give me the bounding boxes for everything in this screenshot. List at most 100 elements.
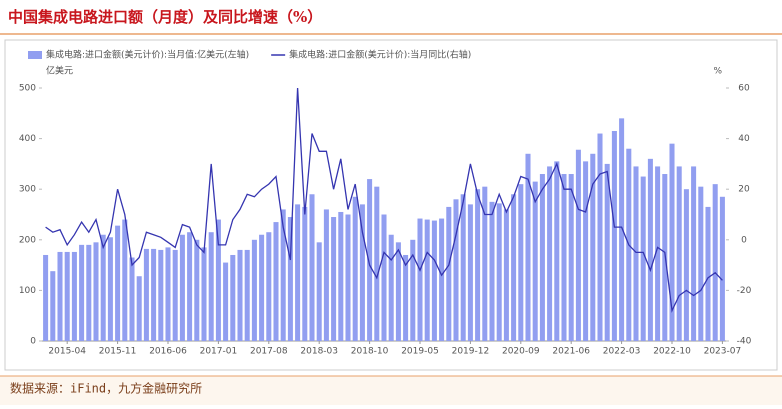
x-tick-label: 2017-08	[250, 347, 288, 357]
footer-band	[0, 376, 782, 405]
bar	[568, 174, 574, 341]
y2-tick-label: 20	[738, 185, 750, 195]
bar	[179, 234, 185, 341]
bar	[403, 254, 409, 341]
legend-label: 集成电路:进口金额(美元计价):当月值:亿美元(左轴)	[46, 49, 249, 61]
bar	[475, 189, 481, 341]
bar	[280, 209, 286, 341]
x-tick-label: 2015-11	[99, 347, 137, 357]
bar	[561, 174, 567, 341]
bar	[532, 181, 538, 341]
bar	[446, 206, 452, 341]
bar	[194, 239, 200, 341]
y2-tick-label: -20	[737, 286, 752, 296]
bar	[345, 214, 351, 341]
x-tick-label: 2019-05	[401, 347, 439, 357]
bar	[525, 153, 531, 341]
y-tick-label: 400	[19, 134, 36, 144]
bar	[100, 234, 106, 341]
bar	[86, 244, 92, 341]
y-tick-label: 0	[30, 337, 36, 347]
x-tick-label: 2020-09	[502, 347, 540, 357]
bar	[460, 194, 466, 341]
bar	[266, 232, 272, 341]
x-tick-label: 2016-06	[149, 347, 187, 357]
bar	[230, 254, 236, 341]
bar	[590, 153, 596, 341]
x-tick-label: 2022-03	[603, 347, 641, 357]
bar	[410, 239, 416, 341]
bar	[547, 166, 553, 341]
bar	[388, 234, 394, 341]
bar	[374, 186, 380, 341]
bar	[539, 174, 545, 341]
bar	[647, 158, 653, 341]
bar	[223, 262, 229, 341]
bar	[151, 248, 157, 341]
bar	[424, 219, 430, 341]
bar	[705, 206, 711, 341]
bar	[316, 242, 322, 341]
bar	[237, 249, 243, 341]
bar	[417, 218, 423, 341]
legend-swatch	[28, 51, 42, 59]
bar	[554, 161, 560, 341]
x-tick-label: 2018-03	[300, 347, 338, 357]
bar	[395, 242, 401, 341]
bar	[259, 234, 265, 341]
bar	[208, 232, 214, 341]
bar	[79, 244, 85, 341]
bar	[143, 248, 149, 341]
bar	[251, 239, 257, 341]
bar	[381, 214, 387, 341]
bar	[719, 196, 725, 341]
bar	[583, 161, 589, 341]
bar	[309, 194, 315, 341]
bar	[201, 247, 207, 341]
bar	[187, 232, 193, 341]
bar	[633, 166, 639, 341]
x-tick-label: 2022-10	[653, 347, 691, 357]
bar	[597, 133, 603, 341]
y-tick-label: 300	[19, 185, 36, 195]
bar	[467, 204, 473, 341]
bar	[93, 242, 99, 341]
y-tick-label: 100	[19, 286, 36, 296]
bar	[136, 276, 142, 341]
bar	[575, 149, 581, 341]
chart-title: 中国集成电路进口额（月度）及同比增速（%）	[8, 8, 322, 26]
bar	[158, 249, 164, 341]
bar	[439, 218, 445, 341]
bar	[172, 249, 178, 341]
x-tick-label: 2015-04	[48, 347, 86, 357]
bar	[331, 217, 337, 341]
bar	[640, 176, 646, 341]
bar	[273, 222, 279, 341]
x-tick-label: 2018-10	[351, 347, 389, 357]
y-tick-label: 200	[19, 235, 36, 245]
bar	[57, 251, 63, 341]
bar	[302, 206, 308, 341]
bar	[431, 220, 437, 341]
bar	[669, 143, 675, 341]
bar	[482, 186, 488, 341]
bar	[295, 204, 301, 341]
bar	[453, 199, 459, 341]
bar	[676, 166, 682, 341]
bar	[611, 131, 617, 341]
bar	[619, 118, 625, 341]
y2-tick-label: -40	[737, 337, 752, 347]
bar	[489, 201, 495, 341]
source: 数据来源：iFind，九方金融研究所	[10, 381, 202, 396]
bar	[604, 163, 610, 341]
bar	[165, 247, 171, 341]
bar	[503, 209, 509, 341]
bar	[129, 257, 135, 341]
y-tick-label: 500	[19, 84, 36, 94]
bar	[518, 184, 524, 341]
y2-tick-label: 40	[738, 134, 750, 144]
bar	[107, 237, 113, 341]
bar	[698, 186, 704, 341]
y2-tick-label: 0	[741, 235, 747, 245]
